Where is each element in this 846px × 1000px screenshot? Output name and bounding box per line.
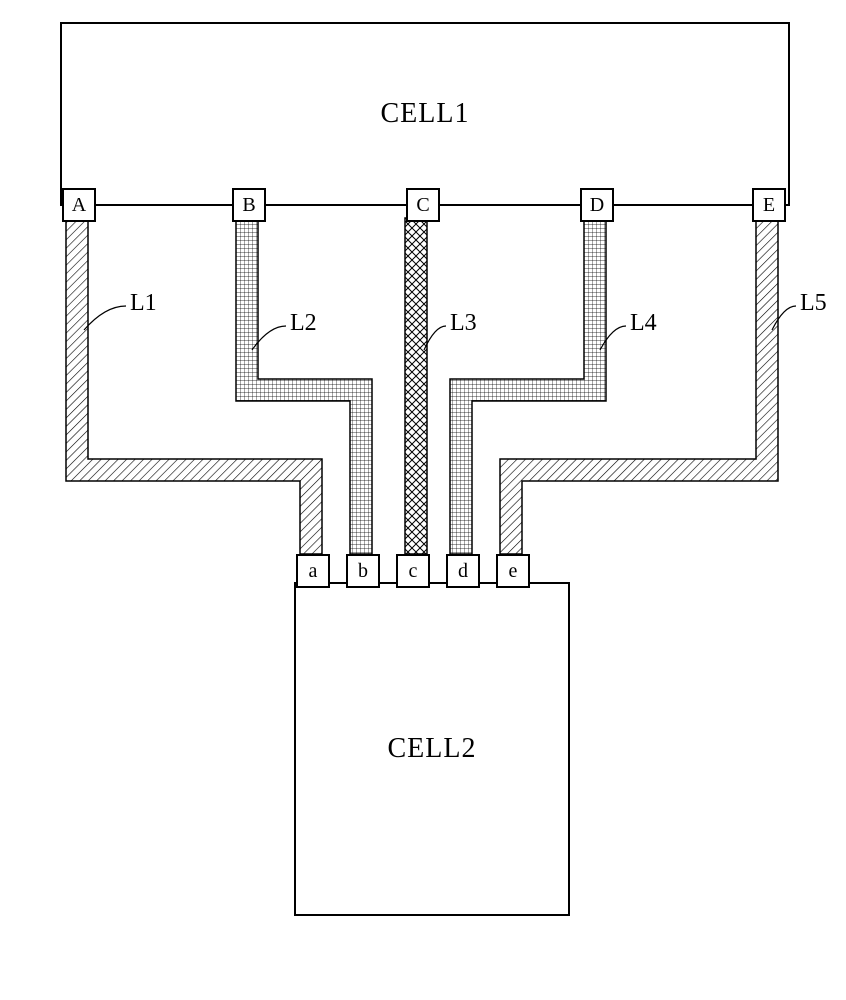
traces-svg [0, 0, 846, 1000]
label-L3: L3 [450, 310, 477, 337]
trace-L3 [405, 218, 427, 554]
diagram-canvas: CELL1 CELL2 ABCDEabcdeL1L2L3L4L5 [0, 0, 846, 1000]
trace-L4 [450, 218, 606, 554]
pin-top-C: C [406, 188, 440, 222]
label-L2: L2 [290, 310, 317, 337]
pin-bottom-d: d [446, 554, 480, 588]
pin-top-B: B [232, 188, 266, 222]
pin-bottom-b: b [346, 554, 380, 588]
pin-bottom-c: c [396, 554, 430, 588]
pin-bottom-a: a [296, 554, 330, 588]
label-L1: L1 [130, 290, 157, 317]
pin-top-A: A [62, 188, 96, 222]
pin-top-E: E [752, 188, 786, 222]
label-L5: L5 [800, 290, 827, 317]
pin-top-D: D [580, 188, 614, 222]
leader-L1 [84, 306, 126, 330]
label-L4: L4 [630, 310, 657, 337]
pin-bottom-e: e [496, 554, 530, 588]
